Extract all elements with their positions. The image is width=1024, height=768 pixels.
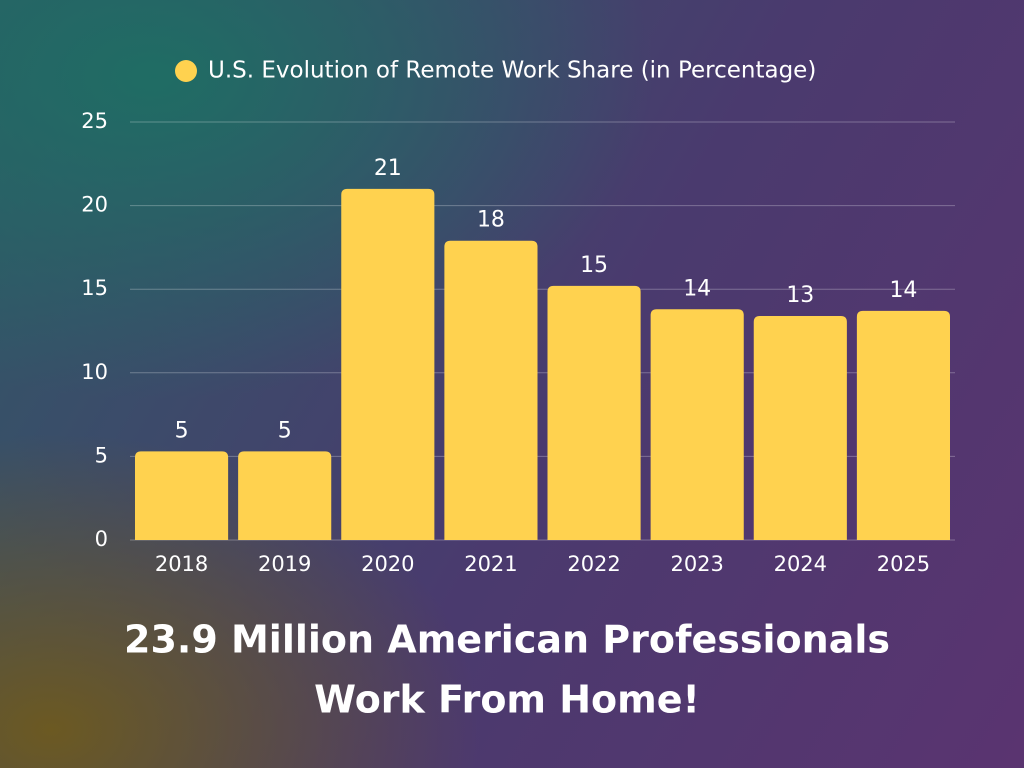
y-tick-label: 25 — [81, 109, 108, 133]
y-tick-label: 10 — [81, 360, 108, 384]
x-tick-label: 2025 — [877, 552, 930, 576]
bar — [547, 285, 641, 540]
y-tick-label: 0 — [95, 527, 108, 551]
y-tick-label: 5 — [95, 443, 108, 467]
value-label: 13 — [786, 283, 814, 308]
value-label: 18 — [477, 208, 505, 233]
value-label: 5 — [278, 418, 292, 443]
legend-swatch — [175, 60, 197, 82]
x-tick-label: 2020 — [361, 552, 414, 576]
x-tick-label: 2018 — [155, 552, 208, 576]
value-label: 14 — [889, 278, 917, 303]
y-tick-label: 20 — [81, 193, 108, 217]
headline: 23.9 Million American Professionals — [124, 618, 890, 662]
bar — [753, 315, 847, 540]
bar — [135, 451, 229, 540]
value-label: 21 — [374, 156, 402, 181]
x-tick-label: 2022 — [567, 552, 620, 576]
bar — [444, 240, 538, 540]
legend-label: U.S. Evolution of Remote Work Share (in … — [208, 58, 816, 84]
x-tick-label: 2023 — [670, 552, 723, 576]
bar — [650, 309, 744, 540]
value-label: 14 — [683, 276, 711, 301]
x-tick-label: 2019 — [258, 552, 311, 576]
x-tick-label: 2024 — [774, 552, 827, 576]
bar — [238, 451, 332, 540]
x-tick-label: 2021 — [464, 552, 517, 576]
headline: Work From Home! — [314, 678, 700, 722]
y-tick-label: 15 — [81, 276, 108, 300]
bar — [856, 310, 950, 540]
value-label: 5 — [175, 418, 189, 443]
value-label: 15 — [580, 253, 608, 278]
bar — [341, 188, 435, 540]
